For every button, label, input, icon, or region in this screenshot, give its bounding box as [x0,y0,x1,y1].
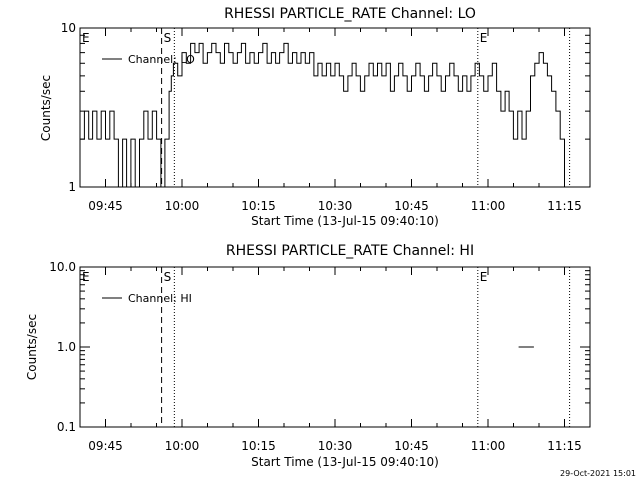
x-tick-label: 11:00 [471,199,506,213]
x-tick-label: 11:15 [547,199,582,213]
y-tick-label: 10.0 [49,260,76,274]
x-tick-label: 10:45 [394,199,429,213]
lo-plot-frame [79,27,591,188]
x-tick-label: 10:45 [394,439,429,453]
series-line [80,42,574,188]
time-marker-label: E [82,31,90,45]
hi-channel-chart: RHESSI PARTICLE_RATE Channel: HI Counts/… [25,243,591,469]
lo-y-axis-label: Counts/sec [39,75,53,141]
y-tick-label: 0.1 [57,420,76,434]
x-tick-label: 11:15 [547,439,582,453]
lo-x-axis-label: Start Time (13-Jul-15 09:40:10) [251,214,439,228]
x-tick-label: 11:00 [471,439,506,453]
x-tick-label: 10:00 [165,199,200,213]
hi-y-axis-label: Counts/sec [25,314,39,380]
legend-label: Channel: HI [128,292,192,305]
time-marker-label: E [480,31,488,45]
y-tick-label: 10 [61,21,76,35]
x-tick-label: 10:30 [318,439,353,453]
hi-plot-frame [79,266,591,428]
lo-chart-title: RHESSI PARTICLE_RATE Channel: LO [224,6,476,22]
y-tick-label: 1 [68,180,76,194]
footer-timestamp: 29-Oct-2021 15:01 [560,469,636,478]
time-marker-label: E [82,270,90,284]
legend-label: Channel: LO [128,53,195,66]
time-marker-label: S [164,270,172,284]
time-marker-label: S [164,31,172,45]
x-tick-label: 10:30 [318,199,353,213]
time-marker-label: E [480,270,488,284]
hi-chart-title: RHESSI PARTICLE_RATE Channel: HI [226,243,474,259]
x-tick-label: 10:15 [241,199,276,213]
x-tick-label: 10:15 [241,439,276,453]
y-tick-label: 1.0 [57,340,76,354]
x-tick-label: 09:45 [88,439,123,453]
hi-x-axis-label: Start Time (13-Jul-15 09:40:10) [251,455,439,469]
lo-channel-chart: RHESSI PARTICLE_RATE Channel: LO Counts/… [39,6,591,228]
x-tick-label: 10:00 [165,439,200,453]
x-tick-label: 09:45 [88,199,123,213]
